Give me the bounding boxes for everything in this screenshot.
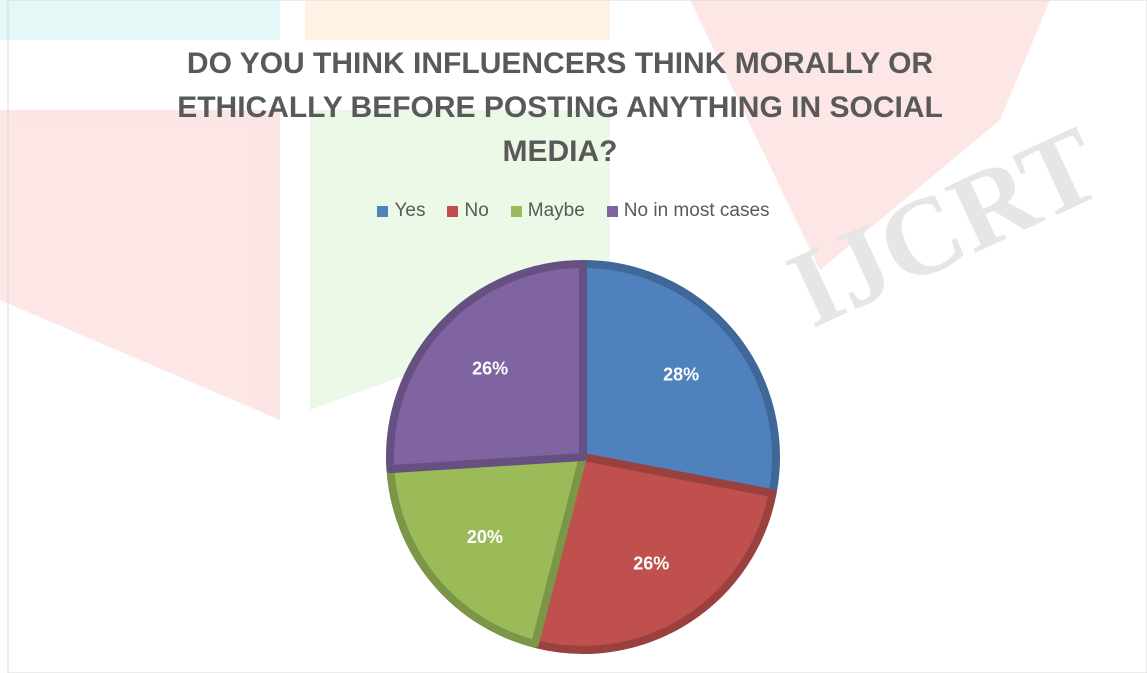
pie-slice — [531, 453, 777, 654]
legend: Yes No Maybe No in most cases — [0, 200, 1147, 222]
legend-label: No — [464, 200, 489, 221]
legend-item: Yes — [377, 200, 425, 222]
decor — [310, 110, 610, 410]
legend-swatch — [510, 205, 522, 217]
legend-swatch — [377, 205, 389, 217]
legend-label: Yes — [394, 200, 426, 221]
data-label: 26% — [633, 553, 669, 573]
pie: 28% 26% 20% 26% — [386, 260, 780, 654]
chart-title: DO YOU THINK INFLUENCERS THINK MORALLY O… — [177, 47, 943, 168]
data-label: 26% — [472, 359, 508, 379]
pie-slice — [386, 453, 587, 648]
legend-swatch — [447, 205, 459, 217]
background-decoration — [0, 0, 1050, 420]
data-label: 28% — [663, 365, 699, 385]
decor — [690, 0, 1050, 270]
decor — [305, 0, 610, 40]
decor — [0, 110, 280, 420]
legend-item: No in most cases — [606, 200, 770, 222]
decor — [0, 0, 280, 40]
legend-label: Maybe — [527, 200, 585, 221]
chart-border — [7, 0, 1147, 673]
legend-item: Maybe — [510, 200, 585, 222]
pie-slice — [386, 260, 587, 474]
legend-label: No in most cases — [623, 200, 770, 221]
pie-slice — [579, 260, 780, 498]
legend-item: No — [447, 200, 489, 222]
legend-swatch — [606, 205, 618, 217]
data-label: 20% — [467, 527, 503, 547]
